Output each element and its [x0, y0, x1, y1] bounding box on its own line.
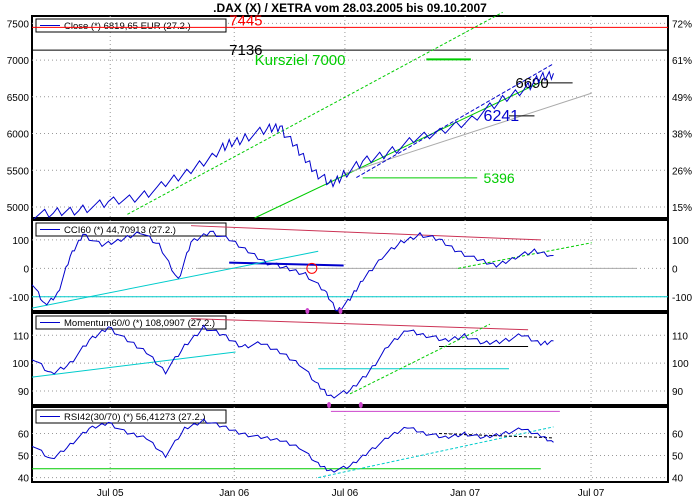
legend-box [35, 222, 227, 237]
x-axis-label: Jul 07 [578, 488, 605, 499]
y-tick-label: 7500 [7, 19, 30, 30]
y-tick-label-right: 90 [672, 387, 684, 398]
divergence-dot [305, 308, 310, 314]
y-tick-label-right: 26% [672, 166, 692, 177]
annotation-label: Kursziel 7000 [255, 52, 346, 69]
y-tick-label-right: 40 [672, 474, 684, 485]
trend-line-cyan [31, 351, 236, 378]
y-tick-label: 7000 [7, 56, 30, 67]
panel-frame [31, 15, 669, 219]
y-tick-label: 60 [18, 429, 30, 440]
y-tick-label: 100 [12, 236, 29, 247]
y-tick-label-right: 0 [672, 264, 678, 275]
y-tick-label: 6500 [7, 93, 30, 104]
divergence-dot [327, 402, 332, 408]
legend-box [35, 18, 227, 33]
legend-box [35, 409, 227, 424]
trend-channel [127, 11, 503, 215]
panel-frame [31, 312, 669, 406]
legend-box [35, 315, 227, 330]
y-tick-label-right: 100 [672, 359, 689, 370]
annotation-label: 6690 [515, 75, 548, 92]
trend-line-red [190, 318, 529, 331]
y-tick-label-right: 15% [672, 203, 692, 214]
divergence-dot [358, 402, 363, 408]
price-series [31, 324, 554, 399]
trend-channel [349, 323, 491, 395]
y-tick-label: 0 [23, 264, 29, 275]
price-series [31, 418, 554, 473]
y-tick-label: 100 [12, 359, 29, 370]
trend-line-blue [356, 63, 554, 179]
y-tick-label-right: -100 [672, 293, 692, 304]
price-series [31, 70, 554, 222]
y-tick-label-right: 50 [672, 452, 684, 463]
annotation-label: 5396 [484, 170, 515, 186]
y-tick-label: 5000 [7, 203, 30, 214]
legend-label: Close (*) 6819,65 EUR (27.2.) [64, 21, 191, 32]
annotation-label: 6241 [484, 108, 520, 125]
legend-label: RSI42(30/70) (*) 56,41273 (27.2.) [64, 412, 206, 423]
x-axis-label: Jan 07 [450, 488, 480, 499]
annotation-label: 7136 [229, 42, 262, 59]
y-tick-label-right: 49% [672, 93, 692, 104]
trend-line-cyan [318, 426, 554, 479]
legend-label: Momentum60/0 (*) 108,0907 (27.2.) [64, 318, 215, 329]
legend-label: CCI60 (*) 44,70913 (27.2.) [64, 225, 176, 236]
trend-line-red [190, 225, 541, 241]
divergence-dot [338, 308, 343, 314]
level-line [439, 432, 554, 439]
y-tick-label-right: 72% [672, 19, 692, 30]
y-tick-label: 5500 [7, 166, 30, 177]
trend-line-gray [343, 92, 592, 175]
x-axis-label: Jan 06 [219, 488, 249, 499]
annotation-label: 7445 [229, 12, 262, 29]
y-tick-label-right: 100 [672, 236, 689, 247]
y-tick-label-right: 38% [672, 130, 692, 141]
y-tick-label: 90 [18, 387, 30, 398]
y-tick-label: 110 [13, 331, 29, 342]
trend-line-blue [229, 261, 344, 267]
panel-frame [31, 406, 669, 483]
trend-line-cyan [31, 250, 319, 309]
y-tick-label: 40 [18, 474, 30, 485]
divergence-marker [306, 262, 318, 274]
trend-channel [458, 242, 592, 269]
price-series [31, 230, 554, 312]
trend-line [254, 81, 542, 219]
y-tick-label-right: 60 [672, 429, 684, 440]
panel-frame [31, 219, 669, 312]
y-tick-label-right: 61% [672, 56, 692, 67]
y-tick-label: 50 [18, 452, 30, 463]
x-axis-label: Jul 06 [332, 488, 359, 499]
y-tick-label: 6000 [7, 130, 30, 141]
page-title: .DAX (X) / XETRA vom 28.03.2005 bis 09.1… [213, 1, 487, 15]
x-axis-label: Jul 05 [97, 488, 124, 499]
y-tick-label: -100 [9, 293, 29, 304]
y-tick-label-right: 110 [672, 331, 688, 342]
